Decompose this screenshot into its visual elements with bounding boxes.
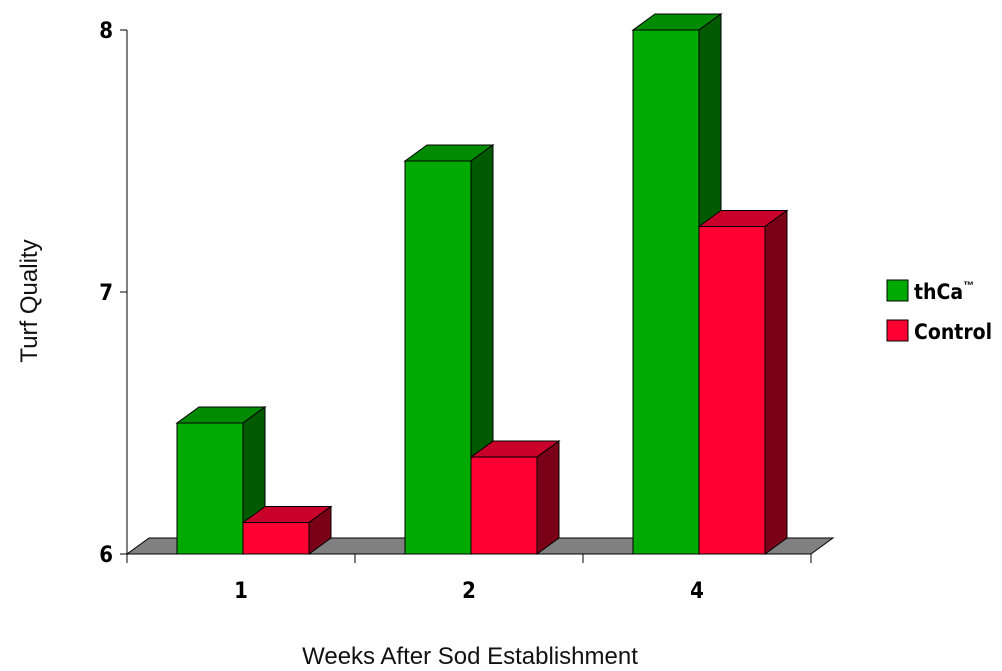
legend-label: Control bbox=[914, 320, 992, 344]
x-tick-label: 4 bbox=[690, 579, 704, 604]
y-tick-label: 6 bbox=[99, 543, 113, 568]
bar-front bbox=[470, 456, 538, 555]
bar-control-2 bbox=[469, 440, 561, 555]
legend-item-control: Control bbox=[886, 319, 992, 344]
legend-swatch bbox=[886, 279, 909, 302]
bar-thca-2 bbox=[403, 144, 495, 555]
bar-control-1 bbox=[241, 505, 333, 555]
x-axis-title: Weeks After Sod Establishment bbox=[302, 643, 638, 670]
x-tick-label: 2 bbox=[462, 579, 476, 604]
y-axis-title: Turf Quality bbox=[16, 239, 43, 362]
axes-group: 6 7 8 1 2 4 bbox=[99, 19, 812, 604]
bar-control-4 bbox=[697, 209, 789, 555]
bar-front bbox=[176, 422, 244, 555]
legend: thCa™ Control bbox=[886, 279, 992, 344]
y-tick-label: 7 bbox=[99, 281, 113, 306]
legend-swatch bbox=[886, 319, 909, 342]
bar-side bbox=[764, 209, 788, 555]
bar-front bbox=[698, 226, 766, 555]
x-tick-label: 1 bbox=[234, 579, 248, 604]
legend-item-thca: thCa™ bbox=[886, 279, 974, 304]
bar-side bbox=[536, 440, 560, 555]
bar-front bbox=[404, 160, 472, 555]
bars-group bbox=[175, 13, 789, 555]
y-tick-label: 8 bbox=[99, 19, 113, 44]
bar-front bbox=[632, 29, 700, 555]
bar-front bbox=[242, 522, 310, 555]
legend-label: thCa™ bbox=[914, 280, 974, 304]
bar-thca-1 bbox=[175, 406, 267, 555]
